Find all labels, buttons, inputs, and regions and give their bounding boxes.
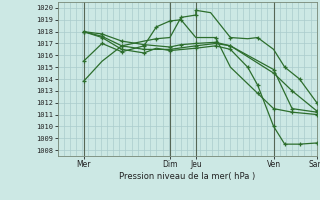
X-axis label: Pression niveau de la mer( hPa ): Pression niveau de la mer( hPa ) — [119, 172, 255, 181]
